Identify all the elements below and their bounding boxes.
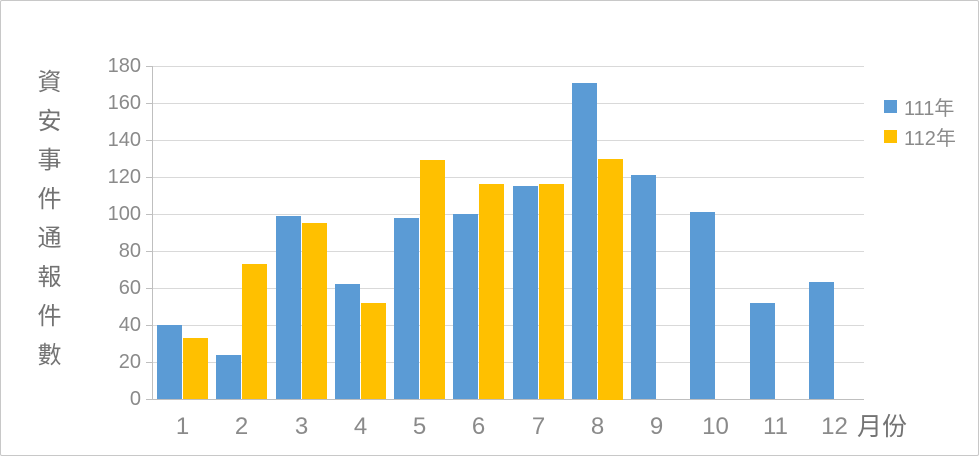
x-tick-label: 5 (412, 413, 427, 440)
bar-111年-month-7 (513, 186, 538, 399)
bar-112年-month-4 (361, 303, 386, 399)
gridline (153, 362, 864, 363)
gridline (153, 288, 864, 289)
bar-111年-month-2 (216, 355, 241, 399)
y-tick-label: 80 (118, 240, 141, 262)
y-tick-label: 0 (129, 388, 141, 410)
bar-111年-month-3 (276, 216, 301, 399)
x-tick-label: 8 (590, 413, 605, 440)
gridline (153, 214, 864, 215)
bar-112年-month-8 (598, 159, 623, 400)
bar-111年-month-5 (394, 218, 419, 399)
x-tick-label: 9 (649, 413, 664, 440)
bar-111年-month-12 (809, 282, 834, 399)
y-tick-label: 40 (118, 314, 141, 336)
y-tick-label: 120 (107, 166, 141, 188)
x-tick-label: 12 (821, 413, 848, 440)
bar-111年-month-6 (453, 214, 478, 399)
y-tick-mark (146, 66, 153, 67)
x-tick-label: 7 (531, 413, 546, 440)
x-tick-label: 4 (353, 413, 368, 440)
bar-112年-month-3 (302, 223, 327, 399)
y-tick-mark (146, 177, 153, 178)
y-tick-label: 20 (118, 351, 141, 373)
gridline (153, 177, 864, 178)
legend-item: 112年 (884, 124, 956, 150)
bar-111年-month-4 (335, 284, 360, 399)
y-tick-mark (146, 288, 153, 289)
bar-112年-month-1 (183, 338, 208, 399)
x-tick-label: 2 (234, 413, 249, 440)
y-tick-mark (146, 362, 153, 363)
x-axis-line (152, 399, 864, 400)
y-tick-mark (146, 251, 153, 252)
legend-swatch-111-icon (884, 99, 897, 113)
y-tick-label: 100 (107, 203, 141, 225)
x-tick-label: 3 (294, 413, 309, 440)
gridline (153, 251, 864, 252)
bar-112年-month-7 (539, 184, 564, 399)
y-tick-mark (146, 140, 153, 141)
gridline (153, 103, 864, 104)
legend-item: 111年 (884, 94, 956, 120)
bar-112年-month-5 (420, 160, 445, 399)
y-tick-mark (146, 103, 153, 104)
legend-swatch-112-icon (884, 129, 897, 143)
gridline (153, 66, 864, 67)
x-tick-label: 11 (763, 413, 788, 440)
bar-112年-month-6 (479, 184, 504, 399)
y-axis-title: 資安事件通報件數 (33, 69, 60, 381)
bar-111年-month-9 (631, 175, 656, 399)
gridline (153, 140, 864, 141)
x-tick-label: 10 (702, 413, 729, 440)
y-tick-mark (146, 399, 153, 400)
y-tick-label: 60 (118, 277, 141, 299)
bar-111年-month-1 (157, 325, 182, 399)
legend: 111年 112年 (884, 94, 956, 154)
bar-111年-month-11 (750, 303, 775, 399)
x-axis-title: 月份 (857, 413, 908, 441)
bar-112年-month-2 (242, 264, 267, 399)
gridline (153, 325, 864, 326)
y-tick-label: 180 (107, 55, 141, 77)
y-tick-label: 160 (107, 92, 141, 114)
bar-111年-month-8 (572, 83, 597, 399)
legend-label: 111年 (904, 97, 955, 120)
y-axis-line (152, 66, 153, 399)
y-tick-label: 140 (107, 129, 141, 151)
x-tick-label: 6 (471, 413, 486, 440)
bar-111年-month-10 (690, 212, 715, 399)
x-tick-label: 1 (175, 413, 190, 440)
y-tick-mark (146, 214, 153, 215)
legend-label: 112年 (904, 127, 956, 150)
y-tick-mark (146, 325, 153, 326)
